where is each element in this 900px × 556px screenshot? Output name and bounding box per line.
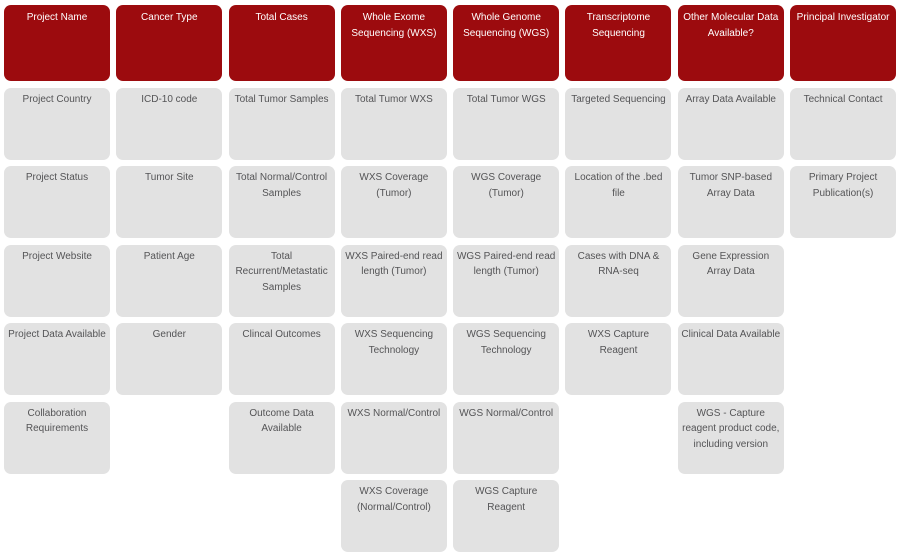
field-card-wgs-sequencing-technology: WGS Sequencing Technology (453, 323, 560, 395)
field-card-location-of-the-bed-file: Location of the .bed file (565, 166, 672, 238)
field-card-icd-10-code: ICD-10 code (116, 87, 223, 160)
field-card-technical-contact: Technical Contact (790, 87, 897, 160)
field-card-project-data-available: Project Data Available (4, 323, 110, 395)
field-card-clincal-outcomes: Clincal Outcomes (228, 323, 335, 395)
field-card-wgs-normal-control: WGS Normal/Control (453, 401, 560, 474)
field-card-outcome-data-available: Outcome Data Available (228, 401, 335, 474)
field-card-collaboration-requirements: Collaboration Requirements (4, 401, 110, 474)
column-header-project-name: Project Name (4, 5, 110, 81)
field-card-total-normal-control-samples: Total Normal/Control Samples (228, 166, 335, 238)
field-card-wxs-normal-control: WXS Normal/Control (340, 401, 447, 474)
field-card-wxs-coverage-tumor: WXS Coverage (Tumor) (340, 166, 447, 238)
column-header-whole-exome-sequencing-wxs: Whole Exome Sequencing (WXS) (340, 5, 447, 81)
field-card-project-status: Project Status (4, 166, 110, 238)
field-card-patient-age: Patient Age (116, 244, 223, 317)
field-card-wxs-sequencing-technology: WXS Sequencing Technology (340, 323, 447, 395)
field-card-primary-project-publication-s: Primary Project Publication(s) (790, 166, 897, 238)
field-card-gender: Gender (116, 323, 223, 395)
field-card-total-tumor-wxs: Total Tumor WXS (340, 87, 447, 160)
field-card-total-tumor-wgs: Total Tumor WGS (453, 87, 560, 160)
field-card-tumor-site: Tumor Site (116, 166, 223, 238)
field-card-wgs-coverage-tumor: WGS Coverage (Tumor) (453, 166, 560, 238)
field-card-cases-with-dna-rna-seq: Cases with DNA & RNA-seq (565, 244, 672, 317)
field-card-total-recurrent-metastatic-samples: Total Recurrent/Metastatic Samples (228, 244, 335, 317)
field-card-wxs-coverage-normal-control: WXS Coverage (Normal/Control) (340, 480, 447, 552)
field-card-clinical-data-available: Clinical Data Available (677, 323, 784, 395)
field-card-wgs-capture-reagent-product-code-including-version: WGS - Capture reagent product code, incl… (677, 401, 784, 474)
field-card-wxs-capture-reagent: WXS Capture Reagent (565, 323, 672, 395)
field-card-targeted-sequencing: Targeted Sequencing (565, 87, 672, 160)
field-card-project-country: Project Country (4, 87, 110, 160)
column-header-transcriptome-sequencing: Transcriptome Sequencing (565, 5, 672, 81)
field-card-tumor-snp-based-array-data: Tumor SNP-based Array Data (677, 166, 784, 238)
field-card-wxs-paired-end-read-length-tumor: WXS Paired-end read length (Tumor) (340, 244, 447, 317)
field-card-array-data-available: Array Data Available (677, 87, 784, 160)
field-card-project-website: Project Website (4, 244, 110, 317)
field-card-total-tumor-samples: Total Tumor Samples (228, 87, 335, 160)
column-header-principal-investigator: Principal Investigator (790, 5, 897, 81)
field-card-wgs-capture-reagent: WGS Capture Reagent (453, 480, 560, 552)
column-header-total-cases: Total Cases (228, 5, 335, 81)
field-card-gene-expression-array-data: Gene Expression Array Data (677, 244, 784, 317)
column-header-whole-genome-sequencing-wgs: Whole Genome Sequencing (WGS) (453, 5, 560, 81)
column-header-cancer-type: Cancer Type (116, 5, 223, 81)
column-header-other-molecular-data-available: Other Molecular Data Available? (677, 5, 784, 81)
field-card-wgs-paired-end-read-length-tumor: WGS Paired-end read length (Tumor) (453, 244, 560, 317)
